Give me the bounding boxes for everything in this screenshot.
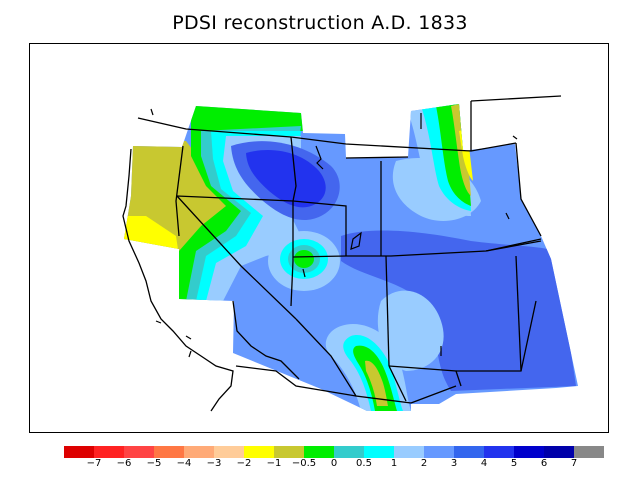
lake-sakakawea	[512, 135, 518, 140]
border-ut-co	[385, 255, 390, 367]
legend-swatch	[424, 446, 454, 458]
island-vancouver	[150, 108, 154, 116]
legend-swatch	[214, 446, 244, 458]
border-ca-nv	[176, 195, 297, 320]
legend-tick-label: −4	[176, 458, 192, 469]
border-az-mx	[295, 318, 412, 404]
lightblue-band-n	[206, 136, 306, 301]
map-title: PDSI reconstruction A.D. 1833	[172, 12, 468, 34]
anomaly-center	[294, 250, 314, 268]
canada-border-w	[137, 117, 292, 138]
island-catalina	[185, 335, 192, 340]
legend-tick-label: −7	[86, 458, 102, 469]
border-mx-bay	[235, 365, 357, 397]
legend-swatch	[154, 446, 184, 458]
sw-anomaly-olive	[365, 360, 388, 406]
pacific-coast	[122, 148, 234, 412]
legend-tick-label: 5	[510, 458, 518, 469]
legend-swatch	[394, 446, 424, 458]
legend-tick-label: 3	[450, 458, 458, 469]
legend-swatch	[484, 446, 514, 458]
legend-tick-label: 2	[420, 458, 428, 469]
legend-swatch	[94, 446, 124, 458]
wettest-core-n	[246, 150, 326, 208]
legend-swatch	[304, 446, 334, 458]
cyan-band-n	[196, 131, 301, 301]
legend-swatch	[544, 446, 574, 458]
border-nv-ut	[290, 201, 294, 307]
island-san-clemente	[188, 350, 192, 358]
border-north-edge	[470, 95, 562, 102]
legend-tick-label: 1	[390, 458, 398, 469]
border-nd-sd	[515, 142, 542, 237]
island-channel	[155, 320, 162, 324]
ne-strip-olive	[451, 104, 471, 196]
border-co-north	[346, 240, 542, 257]
legend-tick-label: −1	[266, 458, 282, 469]
legend-swatch	[514, 446, 544, 458]
border-or-nv-id	[176, 195, 294, 202]
legend-tick-label: 4	[480, 458, 488, 469]
border-ne-co	[485, 238, 542, 252]
baja-coast	[232, 300, 300, 380]
legend-tick-label: 0.5	[356, 458, 372, 469]
legend-swatch	[274, 446, 304, 458]
border-az-nm	[388, 365, 407, 402]
lake-oahe	[505, 212, 510, 220]
border-ks-co	[515, 255, 522, 372]
state-borders	[137, 95, 562, 404]
legend-tick-label: 0	[330, 458, 338, 469]
legend-swatch	[124, 446, 154, 458]
border-or-id	[175, 145, 184, 237]
legend-tick-label: −6	[116, 458, 132, 469]
legend-swatch	[574, 446, 604, 458]
border-ut-nv-south	[292, 255, 347, 258]
border-mt-wy	[345, 156, 409, 159]
pdsi-map	[122, 95, 578, 412]
border-nm-mx	[410, 385, 457, 404]
border-ok-tx	[456, 300, 537, 372]
border-id-mt	[290, 136, 297, 202]
border-ut-wy	[292, 200, 347, 256]
legend-swatch	[364, 446, 394, 458]
legend-swatch	[64, 446, 94, 458]
legend-tick-label: −0.5	[291, 458, 317, 469]
legend-swatch	[334, 446, 364, 458]
legend-swatch	[184, 446, 214, 458]
coastline	[122, 148, 300, 412]
legend-tick-label: 6	[540, 458, 548, 469]
legend-tick-label: −3	[206, 458, 222, 469]
lake-flathead	[315, 145, 324, 170]
legend-tick-label: −2	[236, 458, 252, 469]
legend-tick-label: −5	[146, 458, 162, 469]
legend-swatch	[244, 446, 274, 458]
legend-labels: −7 −6 −5 −4 −3 −2 −1 −0.5 0 0.5 1 2 3 4 5 6 7	[0, 458, 640, 474]
canada-border-e	[290, 136, 517, 152]
lakes-islands	[150, 108, 518, 358]
legend-swatch	[454, 446, 484, 458]
color-legend	[64, 446, 604, 458]
legend-tick-label: 7	[570, 458, 578, 469]
lake-tahoe	[302, 268, 306, 278]
map-frame	[29, 43, 609, 433]
pdsi-field	[124, 104, 578, 411]
lake-great-salt	[350, 231, 362, 250]
